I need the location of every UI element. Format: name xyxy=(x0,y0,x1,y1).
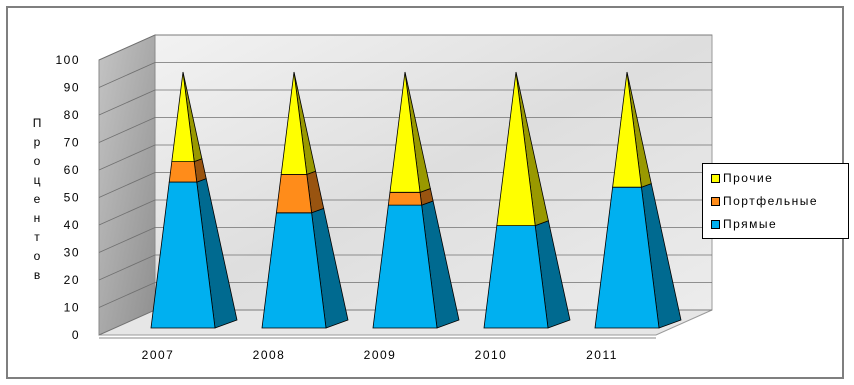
y-axis-ticks: 0 10 20 30 40 50 60 70 80 90 100 xyxy=(55,53,80,342)
pyramid-2010 xyxy=(483,71,571,329)
y-axis-label-char: т xyxy=(34,230,40,244)
y-tick-label: 70 xyxy=(64,136,80,150)
legend-label-portfolio: Портфельные xyxy=(723,194,819,208)
gridline-side xyxy=(98,172,156,198)
bar-segment xyxy=(280,71,308,175)
gridline-side xyxy=(98,34,156,61)
gridline-side xyxy=(98,199,156,226)
pyramid-2011 xyxy=(594,71,682,329)
bar-segment xyxy=(171,71,195,163)
x-tick-label: 2011 xyxy=(586,348,618,362)
y-axis-label-char: о xyxy=(34,154,41,168)
x-tick-label: 2007 xyxy=(142,348,175,362)
gridline-side xyxy=(98,89,156,116)
y-tick-label: 50 xyxy=(64,191,80,205)
y-tick-label: 60 xyxy=(64,163,80,177)
x-axis-ticks: 2007 2008 2009 2010 2011 xyxy=(99,337,656,362)
bar-segment xyxy=(387,191,423,206)
legend-item-others: Прочие xyxy=(711,171,773,185)
gridline-side xyxy=(98,282,156,308)
y-tick-label: 30 xyxy=(64,246,80,260)
legend-item-direct: Прямые xyxy=(711,217,777,231)
bars xyxy=(150,71,682,329)
y-tick-label: 20 xyxy=(64,273,80,287)
gridline-side xyxy=(98,117,156,143)
legend-item-portfolio: Портфельные xyxy=(711,194,818,208)
x-tick-label: 2009 xyxy=(364,348,397,362)
pyramid-2007 xyxy=(150,71,238,329)
gridline-side xyxy=(98,309,156,336)
gridline-side xyxy=(98,227,156,253)
legend-swatch-portfolio xyxy=(711,196,720,206)
y-tick-label: 10 xyxy=(64,301,80,315)
gridline-side xyxy=(98,254,156,281)
x-tick-label: 2010 xyxy=(475,348,508,362)
bar-segment xyxy=(496,71,536,227)
y-axis-label-char: е xyxy=(34,192,41,206)
bar-segment xyxy=(168,161,198,183)
y-tick-label: 80 xyxy=(64,108,80,122)
bar-segment xyxy=(275,173,313,214)
y-tick-label: 100 xyxy=(55,53,80,67)
pyramid-2008 xyxy=(261,71,349,329)
legend-swatch-others xyxy=(711,173,720,183)
gridline-side xyxy=(98,144,156,171)
y-tick-label: 0 xyxy=(72,328,80,342)
legend-label-direct: Прямые xyxy=(723,217,778,231)
legend-swatch-direct xyxy=(711,219,720,229)
gridline-side xyxy=(98,62,156,88)
y-axis-label-char: П xyxy=(33,116,42,130)
bar-segment xyxy=(389,71,421,193)
pyramid-2009 xyxy=(372,71,460,329)
y-tick-label: 90 xyxy=(64,81,80,95)
y-axis-label-char: р xyxy=(34,135,41,149)
legend: Прочие Портфельные Прямые xyxy=(702,163,849,239)
y-tick-label: 40 xyxy=(64,218,80,232)
y-axis-label-char: ц xyxy=(34,173,41,187)
x-tick-label: 2008 xyxy=(253,348,286,362)
bar-segment xyxy=(612,71,642,188)
y-axis-label-char: о xyxy=(34,249,41,263)
y-axis-label-char: в xyxy=(34,268,40,282)
y-axis-label-char: н xyxy=(34,211,41,225)
legend-label-others: Прочие xyxy=(723,171,774,185)
